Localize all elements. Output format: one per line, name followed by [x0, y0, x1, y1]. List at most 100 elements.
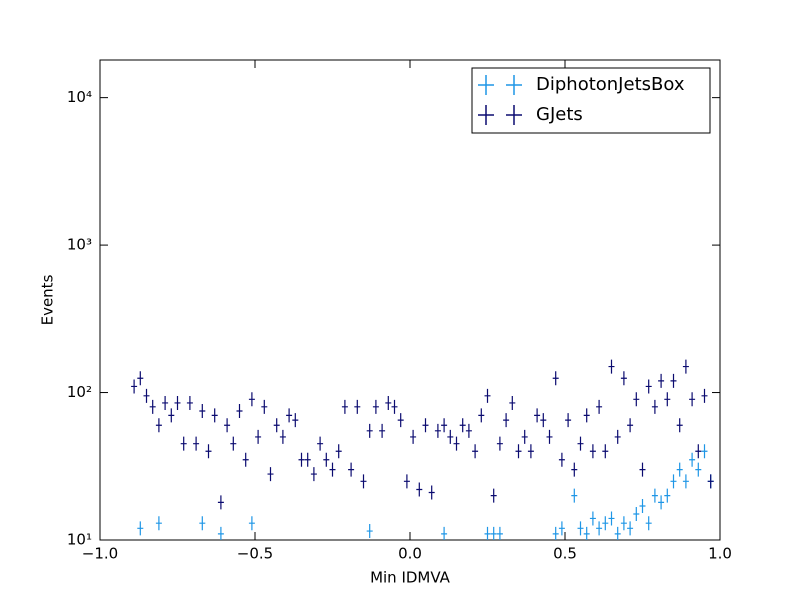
- error-point: [503, 413, 510, 428]
- error-point: [441, 526, 448, 540]
- legend-marker: [506, 75, 522, 95]
- legend-label: GJets: [536, 104, 583, 125]
- error-point: [323, 452, 330, 467]
- y-tick-label: 10¹: [67, 531, 92, 549]
- error-point: [596, 521, 603, 536]
- error-point: [354, 399, 361, 414]
- error-point: [248, 516, 255, 531]
- error-point: [540, 413, 547, 428]
- error-point: [651, 488, 658, 503]
- error-point: [627, 521, 634, 536]
- error-point: [633, 392, 640, 407]
- error-point: [261, 399, 268, 414]
- error-point: [664, 488, 671, 503]
- error-point: [329, 462, 336, 477]
- error-point: [639, 499, 646, 514]
- error-point: [583, 408, 590, 423]
- error-point: [205, 444, 212, 459]
- error-point: [403, 474, 410, 489]
- error-point: [614, 526, 621, 540]
- error-point: [521, 429, 528, 444]
- error-point: [211, 408, 218, 423]
- error-point: [639, 462, 646, 477]
- error-point: [620, 516, 627, 531]
- error-point: [304, 452, 311, 467]
- error-point: [472, 444, 479, 459]
- error-point: [589, 444, 596, 459]
- error-point: [162, 395, 169, 410]
- error-point: [441, 418, 448, 433]
- x-tick-label: −0.5: [237, 545, 273, 563]
- x-tick-label: −1.0: [82, 545, 118, 563]
- error-point: [608, 511, 615, 526]
- error-point: [658, 373, 665, 388]
- error-point: [137, 521, 144, 536]
- error-point: [701, 444, 708, 459]
- error-point: [589, 511, 596, 526]
- legend-marker: [478, 105, 494, 125]
- error-point: [341, 399, 348, 414]
- error-point: [391, 399, 398, 414]
- error-point: [186, 395, 193, 410]
- error-point: [397, 413, 404, 428]
- error-point: [193, 436, 200, 451]
- legend-label: DiphotonJetsBox: [536, 74, 685, 95]
- error-point: [527, 444, 534, 459]
- error-point: [509, 395, 516, 410]
- error-point: [496, 436, 503, 451]
- error-point: [484, 388, 491, 403]
- error-point: [620, 371, 627, 386]
- error-point: [583, 526, 590, 540]
- legend-marker: [506, 105, 522, 125]
- error-point: [434, 423, 441, 438]
- error-point: [695, 444, 702, 459]
- error-point: [149, 399, 156, 414]
- legend-marker: [478, 75, 494, 95]
- error-point: [602, 444, 609, 459]
- error-point: [155, 418, 162, 433]
- error-point: [645, 516, 652, 531]
- error-point: [217, 526, 224, 540]
- error-point: [478, 408, 485, 423]
- error-point: [360, 474, 367, 489]
- error-point: [558, 521, 565, 536]
- x-axis-label: Min IDMVA: [370, 569, 451, 587]
- y-tick-label: 10⁴: [67, 88, 92, 106]
- error-point: [236, 403, 243, 418]
- error-point: [298, 452, 305, 467]
- error-point: [701, 388, 708, 403]
- error-point: [577, 436, 584, 451]
- x-tick-label: 0.5: [553, 545, 577, 563]
- error-point: [651, 399, 658, 414]
- error-point: [707, 474, 714, 489]
- y-tick-label: 10²: [67, 383, 92, 401]
- error-point: [546, 429, 553, 444]
- error-point: [273, 418, 280, 433]
- error-point: [558, 452, 565, 467]
- error-point: [602, 516, 609, 531]
- error-point: [682, 474, 689, 489]
- error-point: [217, 495, 224, 510]
- error-point: [658, 495, 665, 510]
- error-point: [490, 526, 497, 540]
- error-point: [255, 429, 262, 444]
- error-point: [180, 436, 187, 451]
- error-point: [372, 399, 379, 414]
- error-point: [410, 429, 417, 444]
- error-point: [174, 395, 181, 410]
- error-point: [242, 452, 249, 467]
- error-point: [689, 452, 696, 467]
- x-tick-label: 0.0: [398, 545, 422, 563]
- error-point: [534, 408, 541, 423]
- error-point: [416, 482, 423, 497]
- error-point: [695, 462, 702, 477]
- error-point: [608, 359, 615, 374]
- error-point: [633, 507, 640, 522]
- error-point: [496, 526, 503, 540]
- error-point: [645, 379, 652, 394]
- error-point: [385, 395, 392, 410]
- y-tick-label: 10³: [67, 236, 92, 254]
- error-point: [230, 436, 237, 451]
- error-point: [552, 371, 559, 386]
